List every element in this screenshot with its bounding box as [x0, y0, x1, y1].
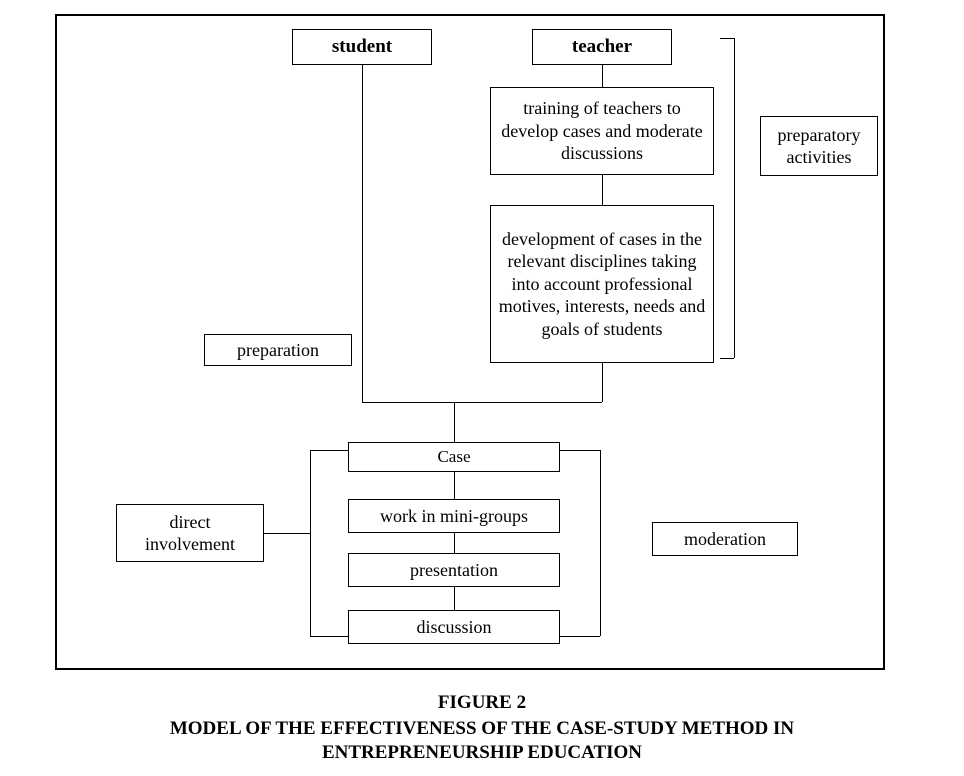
- conn-join-h: [362, 402, 602, 403]
- node-case: Case: [348, 442, 560, 472]
- node-training: training of teachers to develop cases an…: [490, 87, 714, 175]
- figure-caption-line1: FIGURE 2: [0, 692, 964, 714]
- conn-case-to-mini: [454, 472, 455, 499]
- conn-student-down: [362, 65, 363, 334]
- node-development: development of cases in the relevant dis…: [490, 205, 714, 363]
- conn-teacher-down: [602, 65, 603, 87]
- node-student: student: [292, 29, 432, 65]
- figure-caption-line3: ENTREPRENEURSHIP EDUCATION: [0, 742, 964, 764]
- conn-direct-tie: [264, 533, 310, 534]
- conn-pres-to-disc: [454, 587, 455, 610]
- node-discussion: discussion: [348, 610, 560, 644]
- node-preparation: preparation: [204, 334, 352, 366]
- conn-mini-to-pres: [454, 533, 455, 553]
- node-teacher: teacher: [532, 29, 672, 65]
- node-preparatory-activities: preparatory activities: [760, 116, 878, 176]
- node-minigroups: work in mini-groups: [348, 499, 560, 533]
- figure-caption-line2: MODEL OF THE EFFECTIVENESS OF THE CASE-S…: [0, 718, 964, 740]
- conn-student-to-prep: [362, 334, 363, 402]
- node-moderation: moderation: [652, 522, 798, 556]
- node-presentation: presentation: [348, 553, 560, 587]
- conn-dev-down: [602, 363, 603, 402]
- conn-join-down: [454, 402, 455, 442]
- conn-train-to-dev: [602, 175, 603, 205]
- node-direct-involvement: direct involvement: [116, 504, 264, 562]
